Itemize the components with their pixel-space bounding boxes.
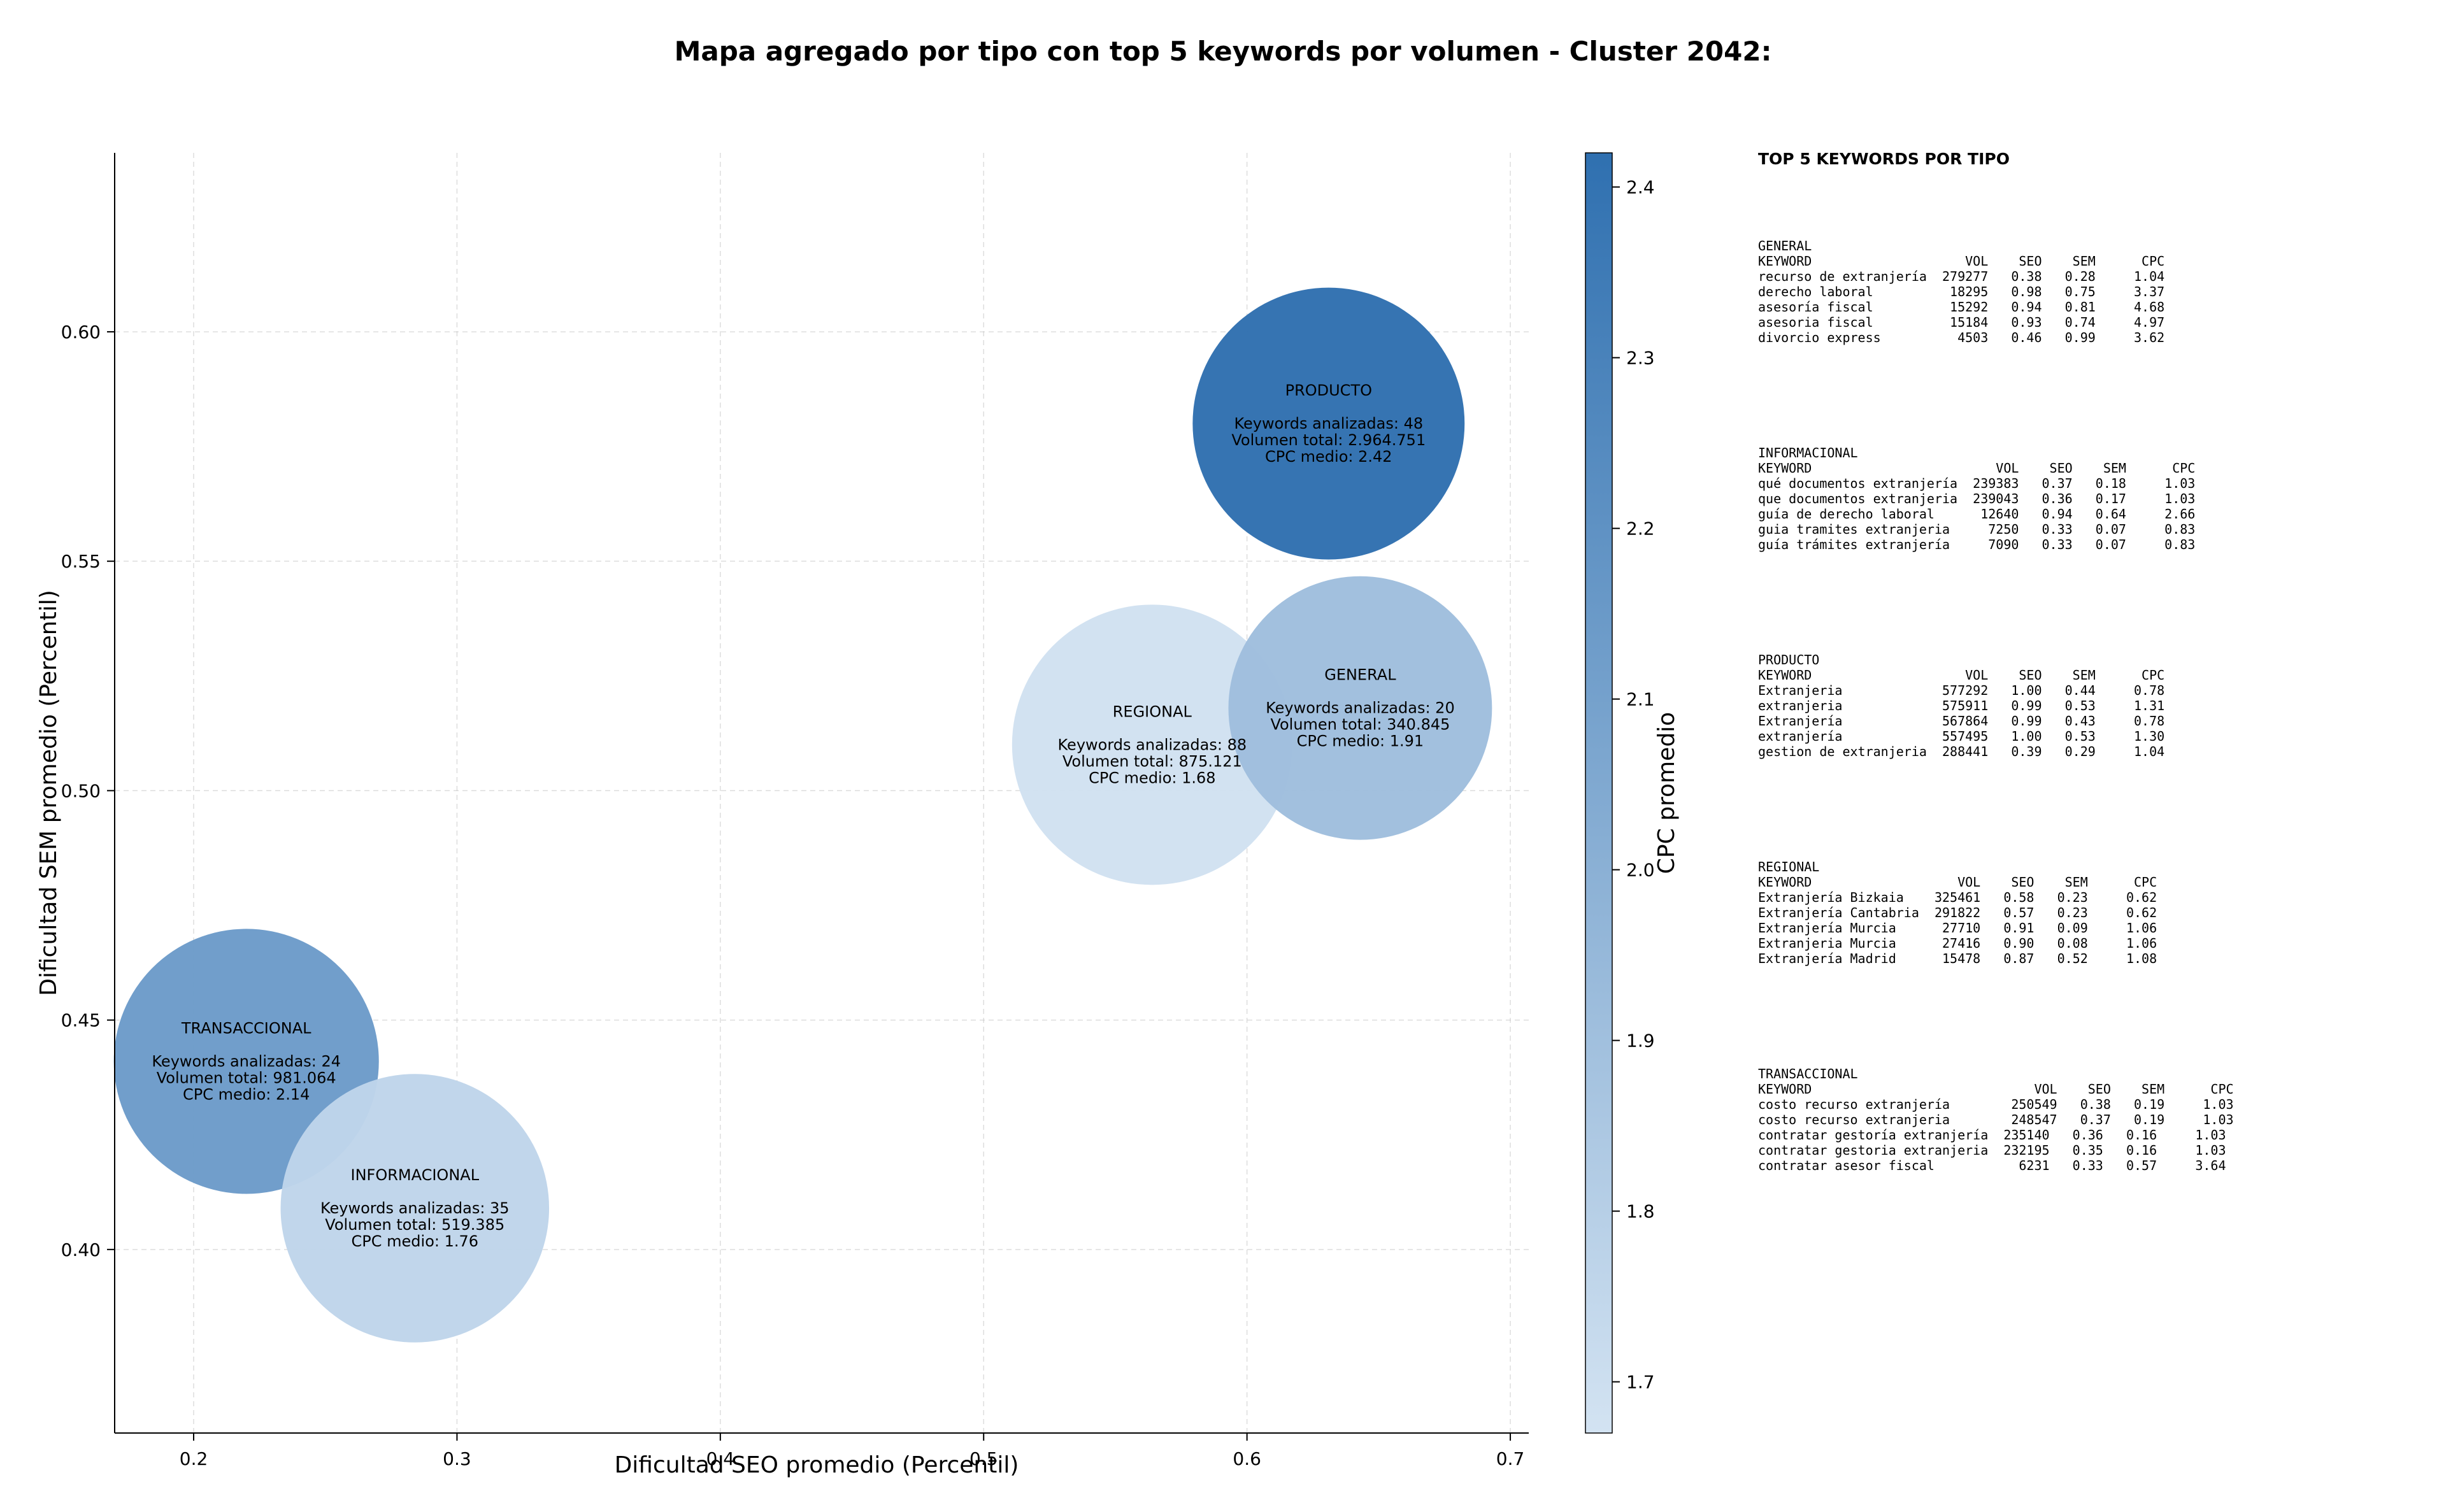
keyword-table-text: INFORMACIONAL KEYWORD VOL SEO SEM CPC qu… <box>1758 445 2196 552</box>
bubble-label: GENERAL <box>1324 666 1396 684</box>
keyword-table-informacional: INFORMACIONAL KEYWORD VOL SEO SEM CPC qu… <box>1758 445 2421 552</box>
colorbar-tick-label: 1.9 <box>1626 1031 1655 1052</box>
top-keywords-panel: TOP 5 KEYWORDS POR TIPO GENERAL KEYWORD … <box>1758 150 2421 1273</box>
keyword-table-regional: REGIONAL KEYWORD VOL SEO SEM CPC Extranj… <box>1758 859 2421 966</box>
bubble-label: Volumen total: 340.845 <box>1270 716 1450 734</box>
keyword-table-producto: PRODUCTO KEYWORD VOL SEO SEM CPC Extranj… <box>1758 652 2421 759</box>
colorbar-tick-label: 2.0 <box>1626 860 1655 881</box>
colorbar-tick-label: 2.2 <box>1626 518 1655 539</box>
bubble-label: Volumen total: 875.121 <box>1062 752 1242 770</box>
x-axis-label: Dificultad SEO promedio (Percentil) <box>615 1452 1019 1478</box>
keyword-table-text: GENERAL KEYWORD VOL SEO SEM CPC recurso … <box>1758 238 2165 345</box>
x-tick-label: 0.6 <box>1233 1448 1261 1469</box>
bubble-label: Keywords analizadas: 20 <box>1266 699 1455 717</box>
bubble-producto <box>1192 287 1465 560</box>
axes: 0.2 0.3 0.4 0.5 0.6 0.7 0.40 0.45 0.50 0.55 0.60 <box>61 153 1529 1469</box>
keyword-table-general: GENERAL KEYWORD VOL SEO SEM CPC recurso … <box>1758 238 2421 345</box>
y-tick-label: 0.45 <box>61 1010 101 1031</box>
colorbar-tick-label: 2.1 <box>1626 689 1655 710</box>
bubble-label: CPC medio: 1.91 <box>1297 732 1424 750</box>
chart-title: Mapa agregado por tipo con top 5 keyword… <box>675 36 1772 67</box>
y-tick-label: 0.60 <box>61 322 101 343</box>
bubble-label: Keywords analizadas: 88 <box>1058 736 1247 753</box>
bubble-label: Volumen total: 519.385 <box>325 1216 504 1234</box>
bubble-label: Volumen total: 2.964.751 <box>1231 431 1426 449</box>
bubble-label: CPC medio: 1.68 <box>1089 769 1216 787</box>
y-axis-label: Dificultad SEM promedio (Percentil) <box>36 590 62 996</box>
colorbar-tick-label: 2.3 <box>1626 348 1655 369</box>
bubble-label: Keywords analizadas: 48 <box>1234 415 1424 432</box>
y-tick-label: 0.50 <box>61 780 101 801</box>
colorbar-tick-label: 1.7 <box>1626 1372 1655 1393</box>
bubble-general <box>1228 576 1492 840</box>
bubble-label: INFORMACIONAL <box>350 1166 479 1184</box>
bubble-label: PRODUCTO <box>1285 382 1372 399</box>
keyword-table-transaccional: TRANSACCIONAL KEYWORD VOL SEO SEM CPC co… <box>1758 1066 2421 1173</box>
x-tick-label: 0.2 <box>180 1448 208 1469</box>
keyword-tables: GENERAL KEYWORD VOL SEO SEM CPC recurso … <box>1758 238 2421 1173</box>
colorbar-label: CPC promedio <box>1654 712 1680 874</box>
bubble-label: REGIONAL <box>1113 703 1192 720</box>
panel-title: TOP 5 KEYWORDS POR TIPO <box>1758 150 2010 168</box>
colorbar-tick-label: 2.4 <box>1626 177 1655 198</box>
bubble-label: Keywords analizadas: 24 <box>152 1052 341 1070</box>
colorbar-tick-label: 1.8 <box>1626 1201 1655 1222</box>
keyword-table-text: REGIONAL KEYWORD VOL SEO SEM CPC Extranj… <box>1758 859 2157 966</box>
bubble-label: Keywords analizadas: 35 <box>320 1199 510 1217</box>
keyword-table-text: TRANSACCIONAL KEYWORD VOL SEO SEM CPC co… <box>1758 1066 2234 1173</box>
x-tick-label: 0.5 <box>969 1448 998 1469</box>
colorbar: 1.7 1.8 1.9 2.0 2.1 2.2 2.3 2.4 <box>1585 152 1655 1434</box>
bubble-regional <box>1012 604 1292 885</box>
x-tick-label: 0.3 <box>443 1448 471 1469</box>
x-tick-label: 0.7 <box>1496 1448 1525 1469</box>
y-tick-label: 0.55 <box>61 551 101 572</box>
x-tick-label: 0.4 <box>706 1448 735 1469</box>
bubble-label: CPC medio: 2.42 <box>1265 448 1392 466</box>
bubble-label: Volumen total: 981.064 <box>157 1069 336 1087</box>
bubble-label: CPC medio: 2.14 <box>183 1085 310 1103</box>
y-tick-label: 0.40 <box>61 1239 101 1260</box>
bubble-informacional <box>280 1074 550 1343</box>
bubble-label: TRANSACCIONAL <box>181 1019 311 1037</box>
keyword-table-text: PRODUCTO KEYWORD VOL SEO SEM CPC Extranj… <box>1758 652 2165 759</box>
bubble-label: CPC medio: 1.76 <box>352 1232 479 1250</box>
colorbar-gradient <box>1585 152 1613 1434</box>
